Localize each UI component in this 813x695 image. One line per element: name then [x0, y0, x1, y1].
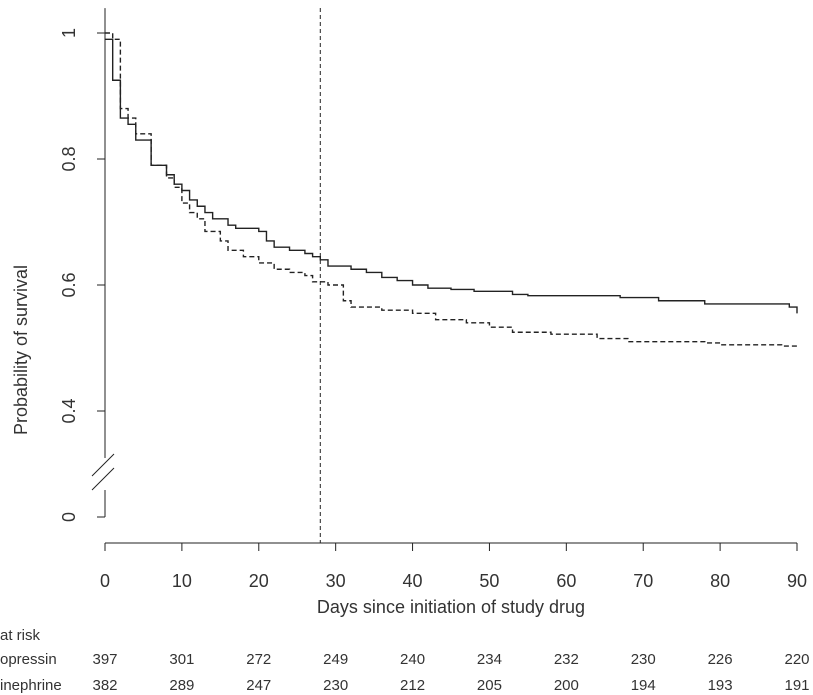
x-tick-label: 0	[100, 571, 110, 591]
y-tick-label: 0	[59, 512, 79, 522]
x-tick-label: 20	[249, 571, 269, 591]
x-tick-label: 90	[787, 571, 807, 591]
risk-count: 234	[477, 651, 502, 668]
risk-count: 382	[92, 677, 117, 694]
x-tick-label: 10	[172, 571, 192, 591]
risk-count: 301	[169, 651, 194, 668]
x-tick-label: 50	[479, 571, 499, 591]
risk-count: 249	[323, 651, 348, 668]
y-tick-label: 0.6	[59, 272, 79, 297]
risk-count: 226	[708, 651, 733, 668]
y-axis-label: Probability of survival	[11, 265, 31, 435]
y-tick-label: 1	[59, 28, 79, 38]
risk-count: 205	[477, 677, 502, 694]
axis-break	[91, 453, 115, 477]
risk-table-title: at risk	[0, 627, 41, 644]
y-tick-label: 0.8	[59, 146, 79, 171]
risk-count: 272	[246, 651, 271, 668]
y-tick-label: 0.4	[59, 398, 79, 423]
x-tick-label: 70	[633, 571, 653, 591]
risk-count: 240	[400, 651, 425, 668]
survival-curve	[105, 32, 797, 347]
x-tick-label: 60	[556, 571, 576, 591]
risk-count: 289	[169, 677, 194, 694]
risk-count: 230	[631, 651, 656, 668]
risk-count: 193	[708, 677, 733, 694]
axis-break	[91, 467, 115, 491]
x-tick-label: 40	[403, 571, 423, 591]
risk-row-label: opressin	[0, 651, 57, 668]
survival-curve	[105, 38, 798, 314]
risk-count: 212	[400, 677, 425, 694]
x-tick-label: 80	[710, 571, 730, 591]
risk-count: 194	[631, 677, 656, 694]
risk-count: 191	[784, 677, 809, 694]
risk-count: 200	[554, 677, 579, 694]
x-axis-label: Days since initiation of study drug	[317, 597, 585, 617]
risk-count: 397	[92, 651, 117, 668]
risk-row-label: inephrine	[0, 677, 62, 694]
risk-count: 230	[323, 677, 348, 694]
risk-count: 247	[246, 677, 271, 694]
risk-count: 220	[784, 651, 809, 668]
risk-count: 232	[554, 651, 579, 668]
x-tick-label: 30	[326, 571, 346, 591]
